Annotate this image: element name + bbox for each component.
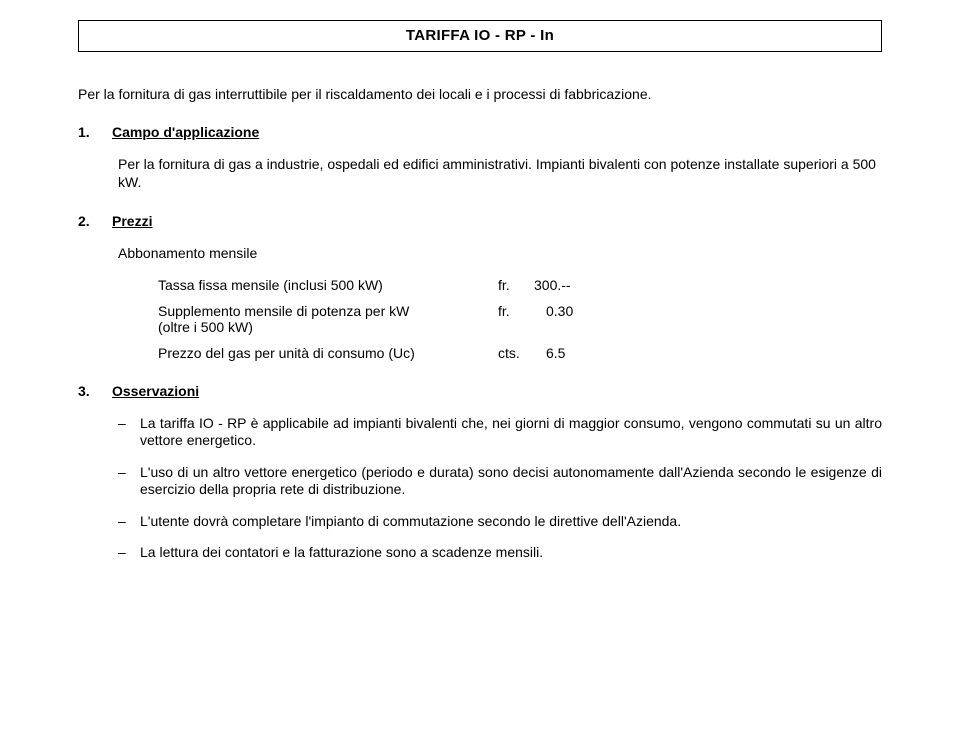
price-label: Tassa fissa mensile (inclusi 500 kW) <box>158 277 498 293</box>
dash-icon: – <box>118 464 140 499</box>
price-value: 0.30 <box>546 303 596 319</box>
intro-paragraph: Per la fornitura di gas interruttibile p… <box>78 86 882 102</box>
price-value: 6.5 <box>546 345 596 361</box>
section-2-number: 2. <box>78 213 112 229</box>
observation-item: – La lettura dei contatori e la fatturaz… <box>118 544 882 562</box>
price-gap <box>534 345 546 361</box>
section-3-title: Osservazioni <box>112 383 199 399</box>
dash-icon: – <box>118 415 140 450</box>
document-title: TARIFFA IO - RP - In <box>406 27 554 44</box>
price-row: Prezzo del gas per unità di consumo (Uc)… <box>158 345 882 361</box>
price-row: Supplemento mensile di potenza per kW fr… <box>158 303 882 319</box>
observation-text: L'uso di un altro vettore energetico (pe… <box>140 464 882 499</box>
section-1-body: Per la fornitura di gas a industrie, osp… <box>118 156 882 191</box>
price-gap <box>534 303 546 319</box>
observation-item: – L'utente dovrà completare l'impianto d… <box>118 513 882 531</box>
price-label: Supplemento mensile di potenza per kW <box>158 303 498 319</box>
price-subhead: Abbonamento mensile <box>118 245 882 263</box>
price-unit: fr. <box>498 303 534 319</box>
observations-list: – La tariffa IO - RP è applicabile ad im… <box>118 415 882 562</box>
price-value: 300.-- <box>534 277 584 293</box>
observation-text: La lettura dei contatori e la fatturazio… <box>140 544 882 562</box>
price-row: Tassa fissa mensile (inclusi 500 kW) fr.… <box>158 277 882 293</box>
price-unit: cts. <box>498 345 534 361</box>
price-sublabel: (oltre i 500 kW) <box>158 319 882 335</box>
price-block: Tassa fissa mensile (inclusi 500 kW) fr.… <box>158 277 882 361</box>
section-2-body: Abbonamento mensile Tassa fissa mensile … <box>118 245 882 361</box>
section-1-heading: 1.Campo d'applicazione <box>78 124 882 140</box>
section-1-paragraph: Per la fornitura di gas a industrie, osp… <box>118 156 882 191</box>
observation-text: L'utente dovrà completare l'impianto di … <box>140 513 882 531</box>
section-2-title: Prezzi <box>112 213 152 229</box>
price-unit: fr. <box>498 277 534 293</box>
observation-item: – La tariffa IO - RP è applicabile ad im… <box>118 415 882 450</box>
dash-icon: – <box>118 544 140 562</box>
section-1-title: Campo d'applicazione <box>112 124 259 140</box>
section-1-number: 1. <box>78 124 112 140</box>
document-page: TARIFFA IO - RP - In Per la fornitura di… <box>0 0 960 596</box>
section-3-number: 3. <box>78 383 112 399</box>
section-3-heading: 3.Osservazioni <box>78 383 882 399</box>
observation-text: La tariffa IO - RP è applicabile ad impi… <box>140 415 882 450</box>
title-box: TARIFFA IO - RP - In <box>78 20 882 52</box>
dash-icon: – <box>118 513 140 531</box>
observation-item: – L'uso di un altro vettore energetico (… <box>118 464 882 499</box>
price-label: Prezzo del gas per unità di consumo (Uc) <box>158 345 498 361</box>
section-2-heading: 2.Prezzi <box>78 213 882 229</box>
